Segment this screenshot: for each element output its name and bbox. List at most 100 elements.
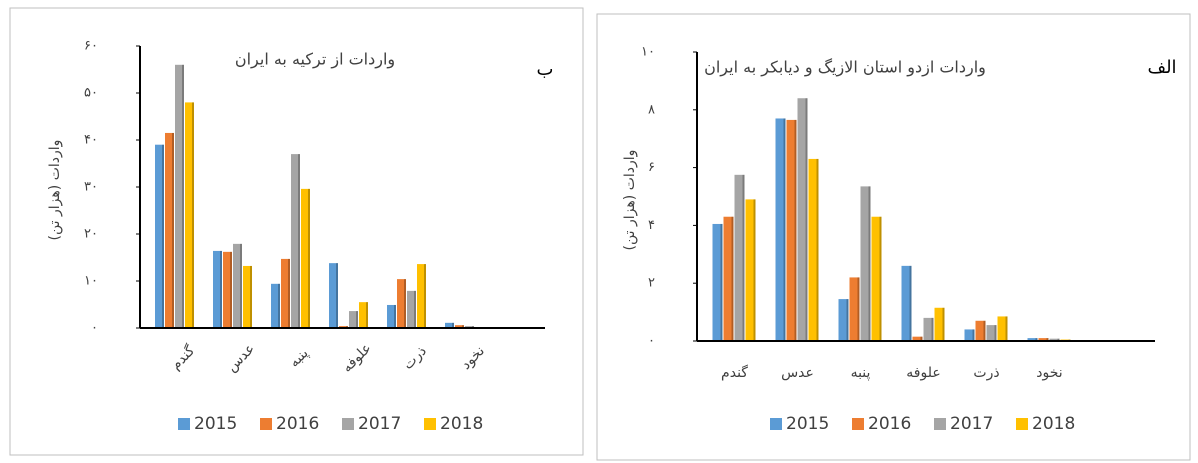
bar-side xyxy=(783,118,786,341)
bar xyxy=(808,158,819,341)
legend-swatch xyxy=(934,418,946,430)
bar xyxy=(233,243,242,328)
chart-title: واردات ازدو استان الازیگ و دیابکر به ایر… xyxy=(704,58,986,78)
bar xyxy=(185,102,194,329)
bar xyxy=(775,118,786,341)
bar xyxy=(243,265,252,328)
bar xyxy=(1049,338,1060,341)
bar-side xyxy=(424,264,426,328)
bar xyxy=(349,311,358,328)
bar-side xyxy=(931,317,934,341)
x-tick-label: علوفه xyxy=(906,365,940,381)
bar xyxy=(786,119,797,341)
legend-label: 2017 xyxy=(950,414,993,434)
bar-side xyxy=(909,265,912,341)
bar-side xyxy=(868,186,871,341)
bar-side xyxy=(720,223,723,341)
x-tick-label: پنبه xyxy=(851,365,871,381)
bar-side xyxy=(1035,338,1038,341)
bar-side xyxy=(172,132,174,328)
legend-label: 2017 xyxy=(358,414,401,434)
legend-label: 2015 xyxy=(786,414,829,434)
bar xyxy=(860,186,871,341)
bar-side xyxy=(1057,338,1060,341)
bar xyxy=(281,258,290,328)
bar xyxy=(912,336,923,341)
bar xyxy=(1027,338,1038,341)
bar xyxy=(213,250,222,328)
legend-label: 2016 xyxy=(868,414,911,434)
legend-label: 2015 xyxy=(194,414,237,434)
legend-label: 2016 xyxy=(276,414,319,434)
bar xyxy=(301,188,310,328)
bar xyxy=(445,322,454,328)
bar xyxy=(964,329,975,341)
legend-swatch xyxy=(770,418,782,430)
bar-side xyxy=(731,216,734,341)
bar-side xyxy=(356,311,358,328)
bar xyxy=(797,98,808,342)
bar xyxy=(155,144,164,328)
legend-swatch xyxy=(260,418,272,430)
legend-label: 2018 xyxy=(1032,414,1075,434)
bar-side xyxy=(942,307,945,341)
bar-side xyxy=(816,158,819,341)
bar-side xyxy=(308,188,310,328)
y-tick-label: ۵۰ xyxy=(84,86,98,101)
bar xyxy=(934,307,945,341)
y-tick-label: ۱۰ xyxy=(84,274,98,289)
y-tick-label: ۱۰ xyxy=(641,45,655,60)
bar xyxy=(223,251,232,328)
bar xyxy=(397,279,406,328)
bar-side xyxy=(920,336,923,341)
y-tick-label: ۶۰ xyxy=(84,39,98,54)
bar-side xyxy=(278,283,280,328)
bar-side xyxy=(404,279,406,328)
panel-label: ب xyxy=(537,59,554,80)
y-axis-label: واردات (هزار تن) xyxy=(622,150,638,251)
chart-title: واردات از ترکیه به ایران xyxy=(235,50,395,70)
bar xyxy=(387,304,396,328)
y-tick-label: ۳۰ xyxy=(84,180,98,195)
bar-side xyxy=(742,174,745,341)
y-tick-label: ۶ xyxy=(648,160,655,175)
legend-swatch xyxy=(852,418,864,430)
legend-swatch xyxy=(178,418,190,430)
bar-side xyxy=(805,98,808,342)
y-axis-label: واردات (هزار تن) xyxy=(47,140,63,241)
bar xyxy=(849,277,860,341)
bar xyxy=(165,132,174,328)
bar-side xyxy=(182,64,184,329)
bar-side xyxy=(753,199,756,341)
bar xyxy=(997,316,1008,341)
bar xyxy=(901,265,912,341)
bar xyxy=(359,302,368,328)
bar xyxy=(838,299,849,341)
y-tick-label: ۲ xyxy=(648,276,655,291)
bar xyxy=(975,320,986,341)
y-tick-label: ۰ xyxy=(648,334,655,349)
bar-side xyxy=(972,329,975,341)
bar xyxy=(734,174,745,341)
bar-side xyxy=(336,263,338,328)
bar-side xyxy=(394,304,396,328)
bar xyxy=(1038,338,1049,341)
panel-label: الف xyxy=(1147,57,1176,78)
bar-side xyxy=(288,258,290,328)
bar xyxy=(417,264,426,328)
bar-side xyxy=(462,325,464,328)
y-tick-label: ۰ xyxy=(91,321,98,336)
bar-side xyxy=(1046,338,1049,341)
bar xyxy=(271,283,280,328)
bar-side xyxy=(162,144,164,328)
y-tick-label: ۴۰ xyxy=(84,133,98,148)
y-tick-label: ۲۰ xyxy=(84,227,98,242)
bar-side xyxy=(366,302,368,328)
bar xyxy=(871,216,882,341)
bar-side xyxy=(414,290,416,328)
legend-swatch xyxy=(424,418,436,430)
bar-side xyxy=(994,325,997,341)
bar-side xyxy=(240,243,242,328)
bar xyxy=(291,154,300,328)
